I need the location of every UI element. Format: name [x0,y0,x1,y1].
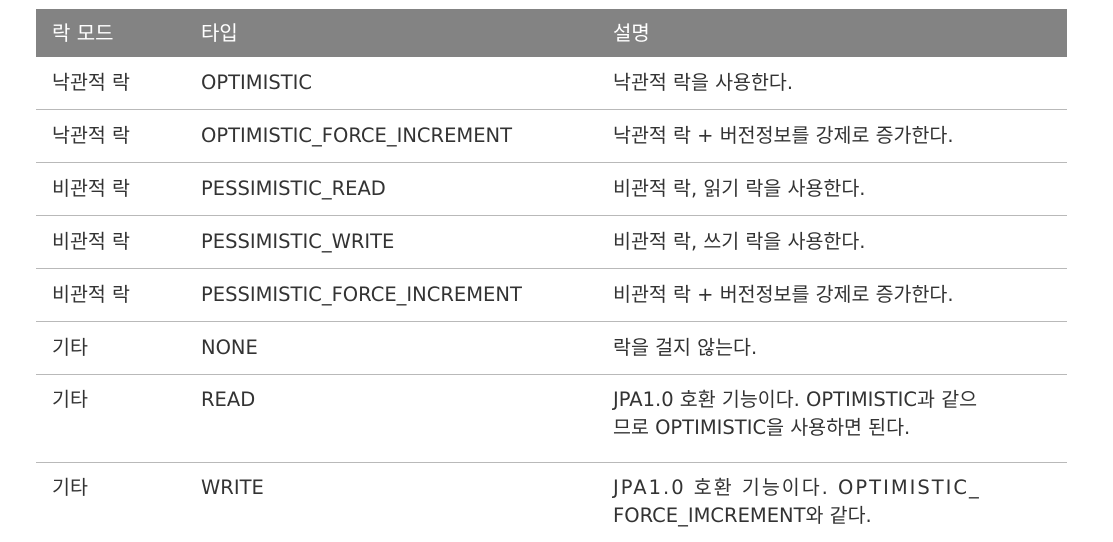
description-line-1: JPA1.0 호환 기능이다. OPTIMISTIC과 같으 [613,388,978,411]
cell-lock-mode: 낙관적 락 [36,57,185,110]
cell-type: OPTIMISTIC_FORCE_INCREMENT [185,109,597,163]
cell-type: WRITE [201,476,264,499]
cell-description: 비관적 락, 쓰기 락을 사용한다. [597,215,1067,269]
lock-mode-table: 락 모드 타입 설명 낙관적 락 OPTIMISTIC 낙관적 락을 사용한다.… [36,9,1067,542]
header-lock-mode: 락 모드 [36,9,185,57]
table-row: 낙관적 락 OPTIMISTIC 낙관적 락을 사용한다. [36,57,1067,110]
cell-description: 낙관적 락을 사용한다. [597,57,1067,110]
table-row: 비관적 락 PESSIMISTIC_WRITE 비관적 락, 쓰기 락을 사용한… [36,215,1067,269]
header-row: 락 모드 타입 설명 [36,9,1067,57]
cell-type: PESSIMISTIC_WRITE [185,215,597,269]
cell-type: READ [185,374,597,463]
header-description: 설명 [597,9,1067,57]
description-line-1: JPA1.0 호환 기능이다. OPTIMISTIC_ [613,476,981,499]
cell-lock-mode: 비관적 락 [36,215,185,269]
table-row: 비관적 락 PESSIMISTIC_FORCE_INCREMENT 비관적 락 … [36,268,1067,322]
cell-type: PESSIMISTIC_FORCE_INCREMENT [185,268,597,322]
table-header: 락 모드 타입 설명 [36,9,1067,57]
table-row: 기타 WRITE JPA1.0 호환 기능이다. OPTIMISTIC_ FOR… [36,463,1067,542]
cell-type: PESSIMISTIC_READ [185,162,597,216]
cell-type: NONE [185,321,597,375]
cell-lock-mode: 비관적 락 [36,268,185,322]
cell-lock-mode: 기타 [36,374,185,463]
cell-description: 락을 걸지 않는다. [597,321,1067,375]
cell-lock-mode: 기타 [36,321,185,375]
cell-lock-mode: 낙관적 락 [36,109,185,163]
cell-lock-mode: 비관적 락 [36,162,185,216]
cell-description: 낙관적 락 + 버전정보를 강제로 증가한다. [597,109,1067,163]
cell-lock-mode: 기타 [52,476,88,499]
cell-description: JPA1.0 호환 기능이다. OPTIMISTIC과 같으 므로 OPTIMI… [597,374,1067,463]
description-line-2: 므로 OPTIMISTIC을 사용하면 된다. [613,415,911,439]
table-row: 비관적 락 PESSIMISTIC_READ 비관적 락, 읽기 락을 사용한다… [36,162,1067,216]
cell-description: JPA1.0 호환 기능이다. OPTIMISTIC_ FORCE_IMCREM… [597,463,1067,542]
table-row: 기타 NONE 락을 걸지 않는다. [36,321,1067,375]
table-row: 기타 READ JPA1.0 호환 기능이다. OPTIMISTIC과 같으 므… [36,374,1067,463]
cell-type: OPTIMISTIC [185,57,597,110]
description-line-2: FORCE_IMCREMENT와 같다. [613,503,872,527]
cell-description: 비관적 락, 읽기 락을 사용한다. [597,162,1067,216]
cell-description: 비관적 락 + 버전정보를 강제로 증가한다. [597,268,1067,322]
header-type: 타입 [185,9,597,57]
table-row: 낙관적 락 OPTIMISTIC_FORCE_INCREMENT 낙관적 락 +… [36,109,1067,163]
table-body: 낙관적 락 OPTIMISTIC 낙관적 락을 사용한다. 낙관적 락 OPTI… [36,57,1067,542]
